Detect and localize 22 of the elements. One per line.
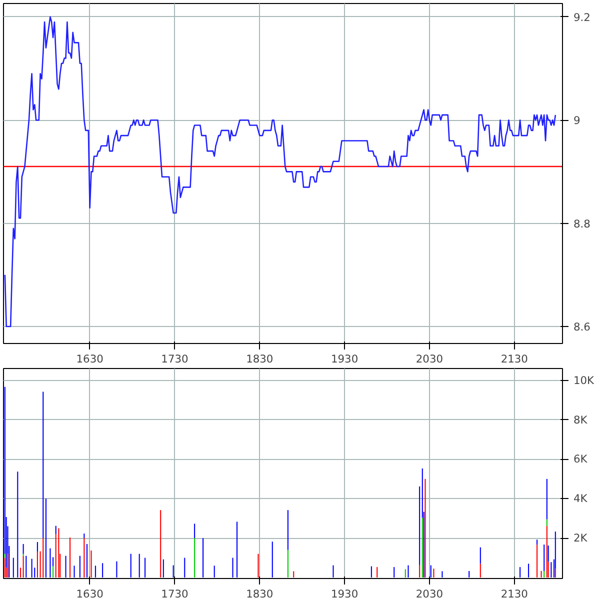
y-tick-label: 8K <box>574 413 588 426</box>
y-tick-label: 8.8 <box>574 217 591 230</box>
x-tick-label: 1730 <box>161 352 189 366</box>
y-tick-label: 2K <box>574 532 588 545</box>
x-tick-label: 1630 <box>76 588 104 600</box>
x-tick-label: 1930 <box>331 352 358 366</box>
line-series <box>4 16 556 328</box>
y-tick-label: 9.2 <box>574 10 590 24</box>
x-tick-label: 1630 <box>76 352 104 366</box>
y-tick-label: 10K <box>574 374 596 387</box>
x-tick-label: 1830 <box>246 352 274 366</box>
y-tick-label: 9 <box>574 114 580 128</box>
y-tick-label: 4K <box>574 492 588 506</box>
y-tick-label: 6K <box>574 452 588 466</box>
x-tick-label: 2030 <box>416 352 444 366</box>
x-tick-label: 2130 <box>500 352 528 366</box>
x-tick-label: 2030 <box>416 588 444 600</box>
x-tick-label: 2130 <box>500 588 528 600</box>
x-tick-label: 1730 <box>161 588 189 600</box>
x-tick-label: 1830 <box>246 588 274 600</box>
y-tick-label: 8.6 <box>574 320 591 334</box>
x-tick-label: 1930 <box>331 588 358 600</box>
